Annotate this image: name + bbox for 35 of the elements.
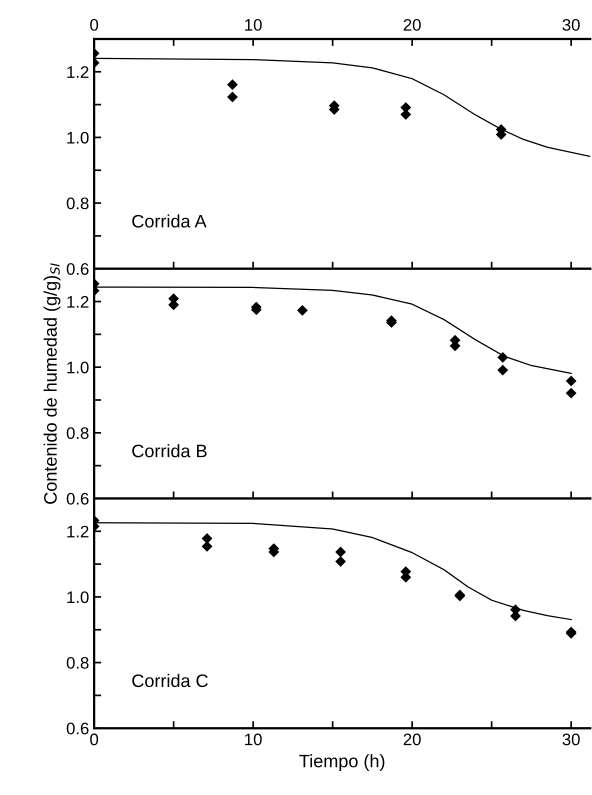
y-tick-label: 1.0: [67, 362, 89, 374]
point: [202, 541, 212, 552]
annotation: Corrida A: [132, 214, 207, 228]
x2-tick-label: 30: [562, 19, 580, 31]
y-tick-label: 0.6: [66, 722, 89, 734]
x-tick-label: 20: [404, 734, 421, 746]
x-tick-label: 0: [90, 734, 98, 746]
x-tick-label: 10: [245, 734, 262, 746]
y-axis-title: Contenido de humedad (g/g)$_{SI}$: [44, 263, 60, 504]
y-tick-label: 1.0: [67, 591, 89, 604]
point: [566, 388, 577, 398]
point: [566, 376, 577, 386]
point: [497, 352, 508, 363]
y-tick-label: 0.6: [66, 263, 89, 275]
point: [497, 364, 508, 376]
y-tick-label: 1.2: [67, 526, 88, 538]
y-tick-label: 0.8: [66, 197, 89, 210]
y-tick-label: 1.2: [67, 66, 88, 78]
x-tick-label: 30: [562, 734, 580, 746]
point: [227, 92, 238, 102]
x2-tick-label: 20: [404, 19, 421, 31]
point: [335, 556, 346, 567]
annotation: Corrida C: [132, 674, 208, 688]
y-tick-label: 1.2: [67, 296, 88, 308]
x2-tick-label: 10: [245, 19, 262, 31]
point: [227, 79, 238, 90]
y-tick-label: 1.0: [67, 132, 89, 144]
point: [335, 546, 346, 558]
y-tick-label: 0.8: [66, 427, 89, 440]
annotation: Corrida B: [132, 444, 207, 458]
x2-tick-label: 0: [90, 19, 98, 31]
y-tick-label: 0.8: [66, 656, 89, 669]
point: [297, 305, 308, 316]
y-tick-label: 0.6: [66, 492, 89, 505]
x-axis-title: Tiempo (h): [299, 754, 384, 772]
